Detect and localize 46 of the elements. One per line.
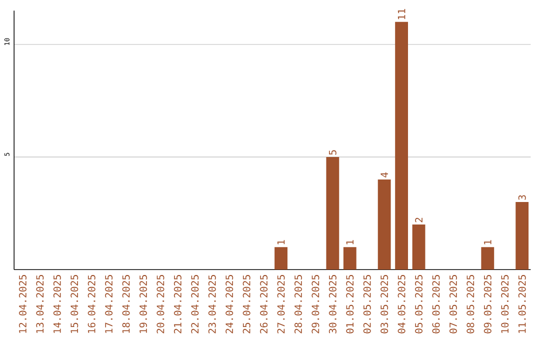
x-tick-label: 15.04.2025 xyxy=(70,275,78,333)
x-tick-label: 23.04.2025 xyxy=(208,275,216,334)
x-tick-label: 26.04.2025 xyxy=(260,275,268,334)
x-tick-label: 13.04.2025 xyxy=(36,275,44,333)
x-tick-label: 02.05.2025 xyxy=(363,275,371,334)
bar xyxy=(274,247,288,270)
bar xyxy=(378,180,391,270)
x-tick-label: 17.04.2025 xyxy=(105,275,113,333)
data-label: 4 xyxy=(380,172,388,178)
x-tick-label: 30.04.2025 xyxy=(328,275,336,334)
bar xyxy=(395,22,408,270)
x-tick-label: 18.04.2025 xyxy=(122,275,130,333)
bar xyxy=(326,157,340,270)
x-tick-label: 21.04.2025 xyxy=(174,275,182,334)
x-tick-label: 29.04.2025 xyxy=(312,275,320,334)
x-tick-label: 03.05.2025 xyxy=(380,275,388,334)
x-tick-label: 14.04.2025 xyxy=(53,275,61,333)
data-label: 1 xyxy=(277,240,285,244)
bar xyxy=(412,224,426,270)
x-tick-label: 19.04.2025 xyxy=(139,275,148,333)
data-label: 11 xyxy=(398,9,406,20)
x-tick-label: 16.04.2025 xyxy=(88,275,96,333)
x-tick-label: 08.05.2025 xyxy=(466,275,474,334)
x-tick-label: 07.05.2025 xyxy=(449,275,457,334)
bar xyxy=(343,247,356,270)
data-label: 3 xyxy=(518,195,526,200)
x-tick-label: 28.04.2025 xyxy=(294,275,302,334)
data-label: 1 xyxy=(346,240,354,244)
bar xyxy=(481,247,494,270)
data-label: 2 xyxy=(415,218,422,222)
x-tick-label: 04.05.2025 xyxy=(398,275,406,334)
x-tick-label: 10.05.2025 xyxy=(501,275,509,333)
x-tick-label: 27.04.2025 xyxy=(277,275,285,334)
x-tick-label: 11.05.2025 xyxy=(518,275,526,333)
x-tick-label: 20.04.2025 xyxy=(156,275,164,334)
x-tick-label: 24.04.2025 xyxy=(226,275,234,334)
x-tick-label: 06.05.2025 xyxy=(432,275,440,334)
x-tick-label: 05.05.2025 xyxy=(415,275,423,334)
bar xyxy=(516,202,529,270)
x-tick-label: 12.04.2025 xyxy=(18,275,26,333)
x-tick-label: 09.05.2025 xyxy=(484,275,492,334)
data-label: 1 xyxy=(484,240,492,244)
data-label: 5 xyxy=(328,150,336,155)
x-tick-label: 25.04.2025 xyxy=(242,275,250,334)
x-tick-label: 01.05.2025 xyxy=(346,275,354,334)
x-tick-label: 22.04.2025 xyxy=(191,275,199,334)
